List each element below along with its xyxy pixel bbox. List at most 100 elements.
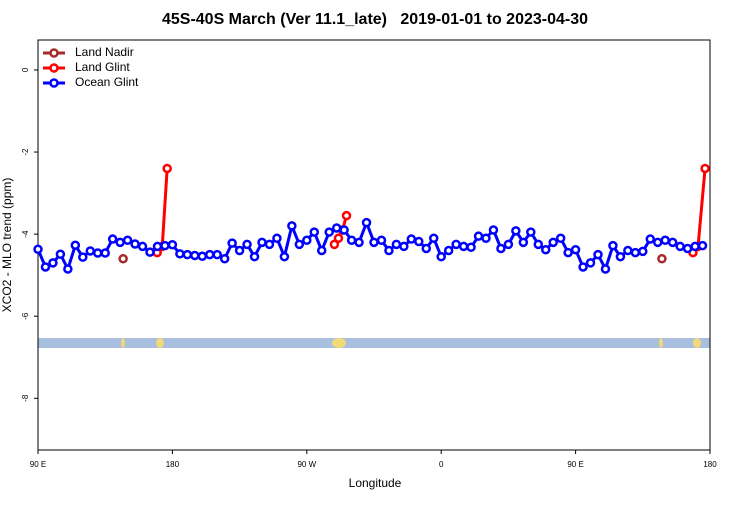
point [100, 248, 110, 258]
point [458, 241, 469, 252]
legend-swatch [49, 48, 59, 58]
point [287, 221, 297, 231]
point [488, 225, 499, 235]
point [697, 240, 708, 251]
y-tick-label: 0 [21, 67, 30, 72]
point [160, 240, 170, 251]
point [145, 247, 155, 257]
point [162, 163, 172, 174]
point [167, 240, 178, 250]
legend-label: Ocean Glint [75, 75, 139, 89]
point [130, 239, 140, 249]
point [638, 246, 648, 257]
point [533, 239, 544, 250]
point [615, 251, 626, 262]
point [152, 241, 163, 252]
point [137, 241, 148, 252]
point [63, 264, 73, 274]
point [249, 251, 260, 262]
point [122, 235, 133, 246]
point [570, 244, 581, 255]
point [593, 249, 603, 260]
point [682, 243, 693, 254]
y-tick-label: -2 [21, 148, 30, 156]
x-tick-label: 90 W [297, 460, 316, 469]
point [473, 231, 484, 241]
point [376, 235, 387, 246]
point [33, 244, 43, 255]
point [78, 252, 88, 262]
point [329, 239, 340, 250]
point [341, 210, 352, 221]
point [369, 237, 379, 248]
point [391, 239, 402, 250]
point [272, 233, 282, 243]
point [182, 249, 193, 260]
point [540, 244, 551, 255]
map-strip [38, 338, 710, 348]
point [309, 227, 320, 237]
x-tick-label: 0 [439, 460, 444, 469]
point [175, 249, 185, 259]
x-axis-label: Longitude [349, 476, 402, 490]
point [555, 233, 566, 243]
point [302, 235, 312, 246]
point [40, 262, 51, 272]
point [443, 245, 454, 256]
point [107, 234, 118, 244]
y-tick-label: -8 [21, 394, 30, 402]
point [204, 249, 215, 260]
point [234, 245, 245, 256]
point [242, 239, 252, 250]
point [428, 233, 439, 243]
point [481, 233, 491, 243]
legend-swatch [49, 78, 59, 88]
point [227, 238, 237, 248]
y-tick-label: -6 [21, 312, 30, 320]
point [652, 237, 663, 248]
legend-label: Land Nadir [75, 45, 134, 59]
point [451, 239, 461, 250]
point [496, 243, 506, 254]
point [294, 239, 305, 250]
point [399, 241, 409, 252]
point [339, 225, 349, 235]
point [623, 245, 633, 256]
point [414, 236, 424, 247]
point [700, 163, 710, 174]
point [421, 243, 432, 254]
point [585, 258, 596, 268]
point [578, 262, 588, 272]
point [316, 245, 327, 256]
y-tick-label: -4 [21, 230, 30, 238]
point [85, 246, 96, 256]
point [511, 226, 521, 236]
point [503, 239, 514, 250]
point [115, 237, 125, 248]
point [406, 234, 417, 244]
point [48, 258, 58, 268]
point [675, 241, 685, 252]
point [212, 249, 222, 260]
x-tick-label: 90 E [30, 460, 46, 469]
point [346, 235, 357, 246]
point [219, 253, 230, 264]
point [436, 251, 446, 262]
point [190, 250, 200, 261]
point [645, 234, 656, 244]
point [92, 248, 103, 258]
point [657, 253, 667, 264]
point [257, 237, 267, 248]
chart-title: 45S-40S March (Ver 11.1_late) 2019-01-01… [162, 11, 588, 28]
point [548, 237, 558, 248]
point [324, 227, 334, 237]
point [354, 237, 364, 248]
point [526, 227, 536, 237]
x-tick-label: 180 [166, 460, 180, 469]
point [563, 247, 573, 258]
point [466, 242, 476, 253]
point [608, 240, 618, 251]
legend-swatch [49, 63, 59, 73]
point [600, 264, 611, 274]
